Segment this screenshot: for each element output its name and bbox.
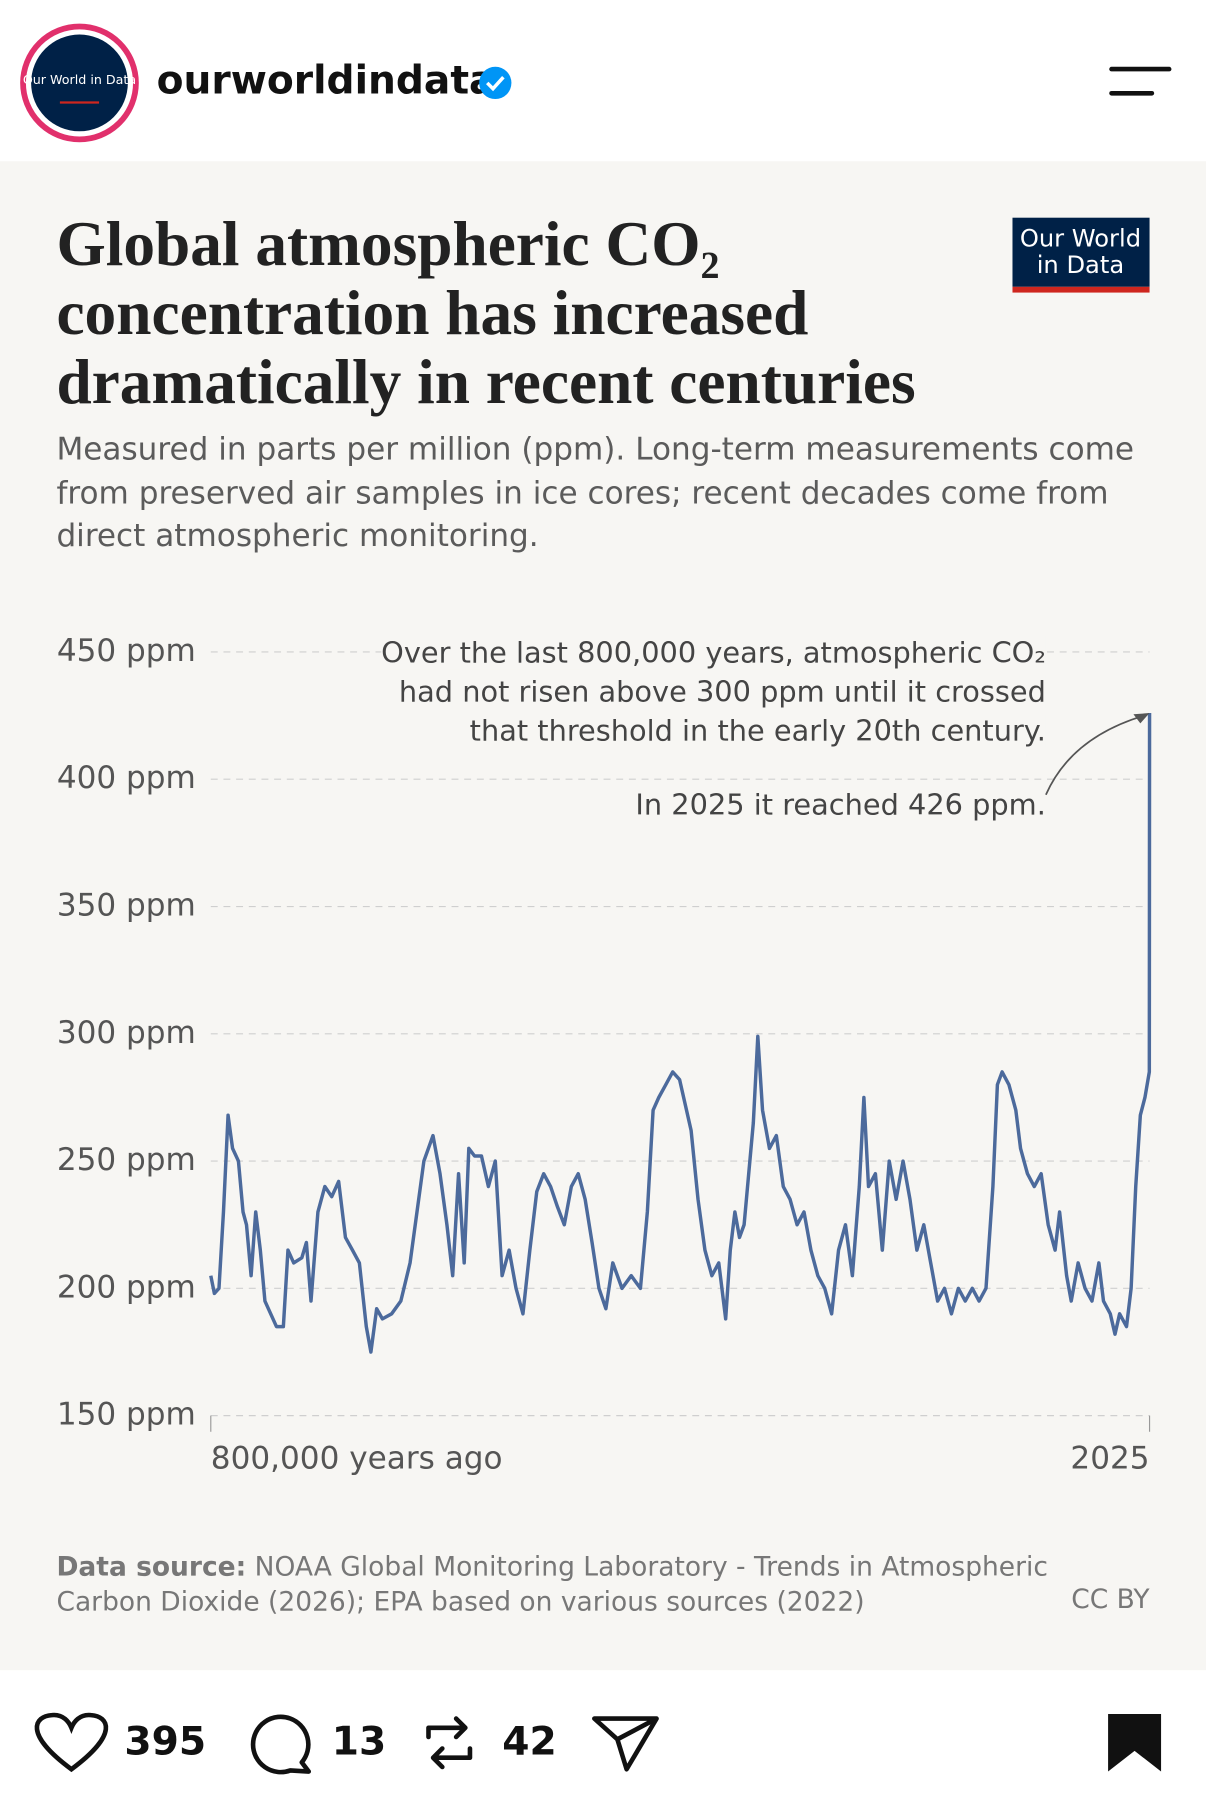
chart-title: Global atmospheric CO₂ concentration has…	[56, 208, 916, 417]
repost-icon[interactable]	[426, 1716, 473, 1770]
x-tick-label: 800,000 years ago	[211, 1440, 503, 1476]
source-text: NOAA Global Monitoring Laboratory - Tren…	[56, 1552, 1048, 1618]
annotation-text: Over the last 800,000 years, atmospheric…	[381, 635, 1046, 748]
annotation: In 2025 it reached 426 ppm.	[635, 787, 1046, 822]
chart-card	[0, 161, 1206, 1671]
x-tick-label: 2025	[1070, 1440, 1149, 1476]
y-tick-label: 150 ppm	[57, 1397, 196, 1433]
annotation-arrow	[1045, 714, 1146, 796]
comment-count: 13	[332, 1719, 387, 1764]
verified-badge	[479, 66, 512, 100]
avatar-text: Our World in Data	[23, 72, 136, 87]
brand-logo	[1012, 217, 1150, 287]
username[interactable]: ourworldindata	[157, 58, 496, 103]
annotation: Over the last 800,000 years, atmospheric…	[380, 634, 1046, 751]
like-count: 395	[124, 1719, 206, 1764]
y-tick-label: 200 ppm	[57, 1269, 196, 1305]
avatar[interactable]	[31, 34, 128, 132]
brand-text: Our World in Data	[1020, 225, 1141, 279]
verified-check	[486, 76, 505, 92]
data-line	[209, 713, 1152, 1354]
source: Data source: NOAA Global Monitoring Labo…	[56, 1550, 1058, 1619]
y-tick-label: 250 ppm	[57, 1142, 196, 1178]
y-tick-label: 400 ppm	[57, 760, 196, 796]
brand-bar	[1012, 286, 1150, 293]
story-ring[interactable]	[20, 23, 139, 143]
y-tick-label: 350 ppm	[57, 888, 196, 924]
chart-subtitle: Measured in parts per million (ppm). Lon…	[56, 431, 1135, 555]
repost-count: 42	[502, 1719, 557, 1764]
like-icon[interactable]	[34, 1712, 109, 1773]
source-label: Data source:	[56, 1552, 247, 1583]
y-tick-label: 300 ppm	[57, 1015, 196, 1051]
y-tick-label: 450 ppm	[57, 633, 196, 669]
bookmark-icon[interactable]	[1108, 1713, 1162, 1772]
share-icon[interactable]	[592, 1716, 659, 1772]
annotation-arrowhead	[1133, 713, 1150, 724]
license: CC BY	[1071, 1584, 1150, 1615]
comment-icon[interactable]	[250, 1714, 312, 1775]
